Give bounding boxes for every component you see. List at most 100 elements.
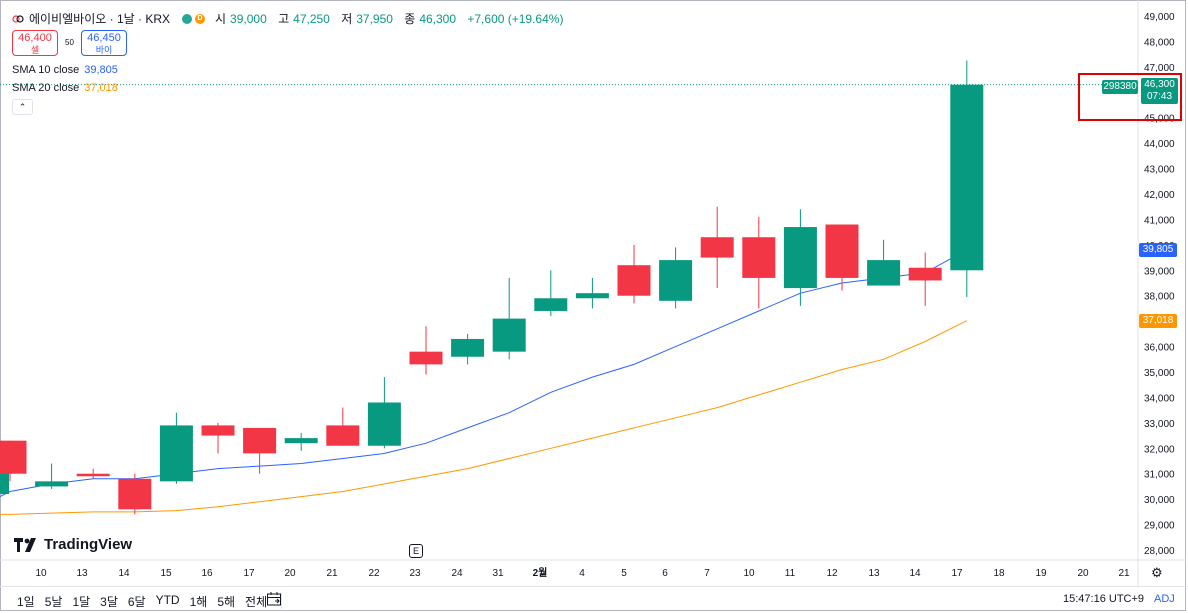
time-tick-label: 6 <box>662 568 668 579</box>
candle-up <box>492 277 526 360</box>
ohlc-values: 시 39,000 고 47,250 저 37,950 종 46,300 +7,600 (… <box>215 12 564 26</box>
candle-body <box>326 425 360 446</box>
time-tick-label: 31 <box>492 568 504 579</box>
time-tick-label: 10 <box>743 568 755 579</box>
candle-up <box>367 377 401 449</box>
sma10-line <box>0 249 968 498</box>
candle-up <box>284 433 318 451</box>
time-tick-label: 12 <box>826 568 838 579</box>
candle-up <box>534 270 568 317</box>
price-tick-label: 42,000 <box>1144 190 1175 201</box>
symbol-header: 에이비엘바이오 · 1날 · KRX D 시 39,000 고 47,250 저 37… <box>12 10 567 27</box>
indicator-sma10[interactable]: SMA 10 close 39,805 <box>12 64 118 76</box>
price-tick-label: 33,000 <box>1144 419 1175 430</box>
time-axis[interactable]: 10 13 14 15 16 17 20 21 22 23 24 31 2월 4 5 6 7 10 11 12 13 14… <box>35 567 1130 579</box>
time-tick-label: 17 <box>243 568 255 579</box>
time-tick-label: 21 <box>1118 568 1130 579</box>
time-tick-label: 14 <box>118 568 130 579</box>
candle-body <box>243 427 277 454</box>
price-tick-label: 29,000 <box>1144 521 1175 532</box>
calendar-icon[interactable] <box>266 591 282 607</box>
candle-body <box>409 351 443 365</box>
range-5y[interactable]: 5해 <box>217 595 236 609</box>
candle-body <box>201 425 235 436</box>
clock-timezone[interactable]: 15:47:16 UTC+9 <box>1063 593 1145 605</box>
sma-lines <box>0 249 968 515</box>
market-open-icon <box>182 13 192 24</box>
candle-up <box>575 277 609 309</box>
candle-down <box>908 252 942 306</box>
time-tick-label: 23 <box>409 568 421 579</box>
sma20-axis-label: 37,018 <box>1139 314 1177 328</box>
price-tick-label: 38,000 <box>1144 292 1175 303</box>
candle-down <box>700 206 734 289</box>
price-tick-label: 47,000 <box>1144 63 1175 74</box>
time-tick-label: 24 <box>451 568 463 579</box>
candle-body <box>76 473 110 477</box>
time-tick-label: 13 <box>868 568 880 579</box>
delayed-data-badge[interactable]: D <box>195 13 205 24</box>
candle-body <box>35 481 69 487</box>
time-tick-label: 21 <box>326 568 338 579</box>
bottom-toolbar: 1일 5날 1달 3달 6달 YTD 1해 5해 전체 15:47:16 UTC… <box>0 586 1188 612</box>
price-tick-label: 36,000 <box>1144 343 1175 354</box>
time-tick-label: 5 <box>621 568 627 579</box>
candle-up <box>783 209 817 306</box>
candle-down <box>0 440 27 482</box>
candle-body <box>659 260 693 301</box>
time-tick-label: 11 <box>785 568 796 579</box>
price-tick-label: 39,000 <box>1144 266 1175 277</box>
sma10-axis-label: 39,805 <box>1139 243 1177 257</box>
range-ytd[interactable]: YTD <box>155 593 180 607</box>
range-1m[interactable]: 1달 <box>72 595 91 609</box>
candle-body <box>617 265 651 296</box>
candle-down <box>617 244 651 304</box>
tradingview-logo-icon <box>14 537 36 552</box>
gear-icon[interactable]: ⚙ <box>1151 565 1163 580</box>
earnings-event-badge[interactable]: E <box>409 544 423 558</box>
candle-down <box>243 427 277 474</box>
price-tick-label: 43,000 <box>1144 165 1175 176</box>
indicator-sma20[interactable]: SMA 20 close 37,018 <box>12 82 118 94</box>
time-tick-label: 2월 <box>533 567 548 579</box>
time-tick-label: 17 <box>951 568 963 579</box>
candle-up <box>159 412 193 484</box>
time-tick-label: 4 <box>579 568 585 579</box>
time-tick-label: 20 <box>1077 568 1089 579</box>
adjust-toggle[interactable]: ADJ <box>1154 593 1175 605</box>
candles <box>0 60 984 515</box>
range-selector: 1일 5날 1달 3달 6달 YTD 1해 5해 전체 <box>17 593 290 610</box>
divider <box>281 593 283 609</box>
symbol-title[interactable]: 에이비엘바이오 · 1날 · KRX <box>29 12 170 26</box>
tradingview-logo[interactable]: TradingView <box>14 536 132 553</box>
candle-body <box>118 478 152 510</box>
candle-down <box>825 224 859 291</box>
candle-body <box>700 237 734 258</box>
range-1d[interactable]: 1일 <box>17 595 35 609</box>
range-1y[interactable]: 1해 <box>189 595 208 609</box>
candle-body <box>950 84 984 271</box>
candle-down <box>118 473 152 515</box>
candle-body <box>367 402 401 446</box>
price-tick-label: 28,000 <box>1144 546 1175 557</box>
candle-up <box>451 333 485 365</box>
candle-down <box>76 468 110 479</box>
spread-value: 50 <box>65 38 74 47</box>
range-all[interactable]: 전체 <box>245 595 268 609</box>
price-tick-label: 35,000 <box>1144 368 1175 379</box>
candle-body <box>783 227 817 289</box>
range-6m[interactable]: 6달 <box>127 595 146 609</box>
range-3m[interactable]: 3달 <box>100 595 118 609</box>
sell-button[interactable]: 46,400 셀 <box>12 30 58 56</box>
last-price-label: 46,300 07:43 <box>1141 78 1178 104</box>
time-tick-label: 15 <box>160 568 172 579</box>
time-tick-label: 20 <box>284 568 296 579</box>
buy-button[interactable]: 46,450 바이 <box>81 30 127 56</box>
range-5d[interactable]: 5날 <box>44 595 63 609</box>
price-tick-label: 32,000 <box>1144 444 1175 455</box>
chevron-up-icon[interactable]: ⌃ <box>12 99 33 115</box>
candle-body <box>451 338 485 357</box>
price-tick-label: 41,000 <box>1144 215 1175 226</box>
